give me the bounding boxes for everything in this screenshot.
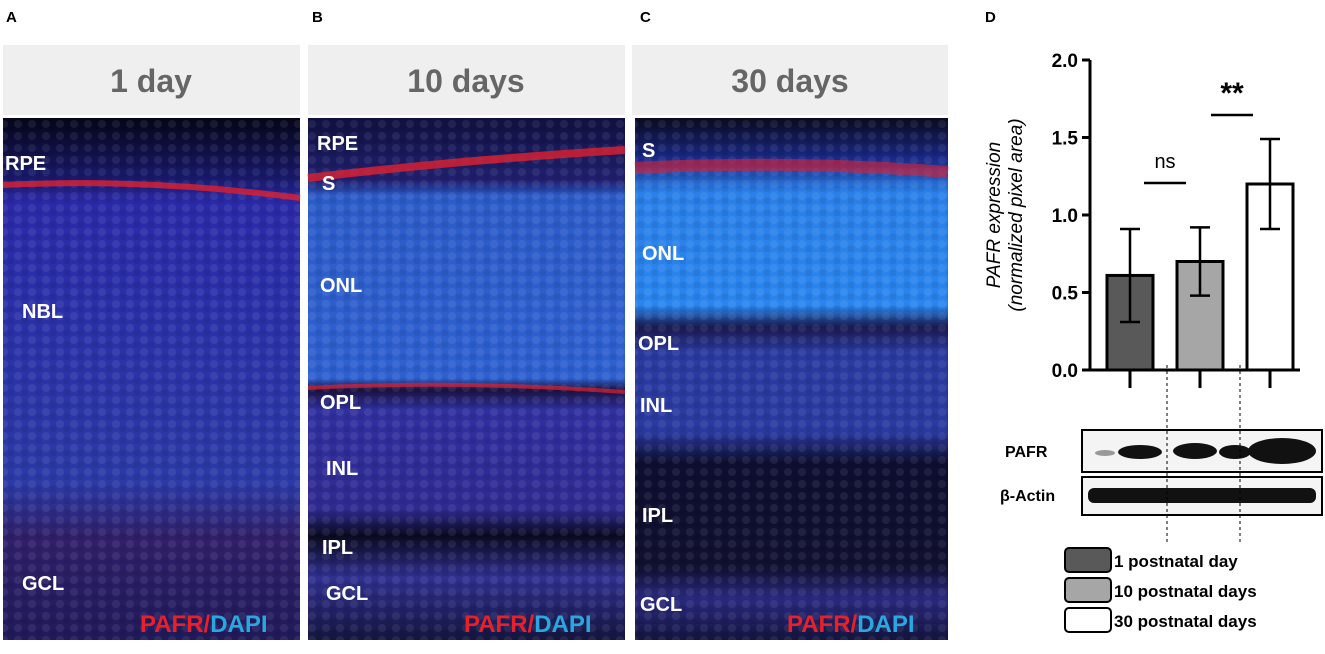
layer-label: ONL — [642, 243, 684, 265]
y-tick-label: 0.0 — [1052, 361, 1078, 382]
panel-c: C 30 days S ONL OPL INL IPL GCL PAFR/DAP… — [632, 9, 949, 640]
panel-title: 1 day — [110, 63, 192, 99]
layer-label: INL — [326, 458, 358, 480]
layer-label: ONL — [320, 275, 362, 297]
panel-header — [632, 45, 948, 115]
panel-header — [308, 45, 625, 115]
panel-header — [3, 45, 300, 115]
stain-red: PAFR/ — [140, 611, 211, 638]
stain-blue: DAPI — [857, 611, 914, 638]
legend-swatch — [1064, 577, 1112, 603]
stain-red: PAFR/ — [787, 611, 858, 638]
stain-label: PAFR/DAPI — [787, 611, 915, 638]
blot-bands — [1088, 438, 1316, 503]
panel-title: 30 days — [731, 63, 848, 99]
stain-label: PAFR/DAPI — [140, 611, 268, 638]
legend-swatch — [1064, 607, 1112, 633]
stain-band — [307, 382, 626, 394]
layer-label: GCL — [326, 583, 368, 605]
stain-band — [2, 180, 301, 201]
micrograph-texture — [308, 118, 625, 640]
legend-label: 30 postnatal days — [1114, 612, 1257, 631]
layer-label: IPL — [642, 505, 673, 527]
layer-label: S — [322, 173, 335, 195]
micrograph-texture — [635, 118, 948, 640]
legend-label: 10 postnatal days — [1114, 582, 1257, 601]
blot-label: β-Actin — [1000, 488, 1055, 505]
blot-label: PAFR — [1005, 444, 1048, 461]
significance-label: ns — [1154, 151, 1175, 173]
panel-b: B 10 days RPE S ONL OPL INL IPL GCL PAFR… — [307, 9, 626, 640]
layer-label: RPE — [317, 133, 358, 155]
layer-label: OPL — [320, 392, 361, 414]
layer-label: IPL — [322, 537, 353, 559]
y-axis-label: PAFR expression — [984, 142, 1005, 288]
y-tick-label: 0.5 — [1052, 284, 1079, 305]
layer-label: OPL — [638, 333, 679, 355]
layer-label: S — [642, 140, 655, 162]
stain-band — [307, 146, 626, 182]
stain-blue: DAPI — [534, 611, 591, 638]
layer-label: GCL — [640, 594, 682, 616]
panel-letter: B — [312, 9, 323, 26]
stain-red: PAFR/ — [464, 611, 535, 638]
panel-letter: A — [6, 9, 17, 26]
layer-label: GCL — [22, 573, 64, 595]
stain-blue: DAPI — [210, 611, 267, 638]
significance-label: ** — [1220, 77, 1244, 110]
micrograph-texture — [3, 118, 300, 640]
panel-a: A 1 day RPE NBL GCL PAFR/DAPI — [2, 9, 301, 640]
layer-label: INL — [640, 395, 672, 417]
stain-band — [634, 158, 949, 178]
layer-label: NBL — [22, 301, 63, 323]
y-tick-label: 1.0 — [1052, 206, 1078, 227]
y-tick-label: 2.0 — [1052, 51, 1078, 72]
panel-letter: C — [640, 9, 651, 26]
stain-label: PAFR/DAPI — [464, 611, 592, 638]
legend-label: 1 postnatal day — [1114, 552, 1238, 571]
legend-swatch — [1064, 547, 1112, 573]
y-axis-label: (normalized pixel area) — [1006, 118, 1027, 311]
panel-title: 10 days — [407, 63, 524, 99]
layer-label: RPE — [5, 153, 46, 175]
bar-chart: D PAFR expression (normalized pixel area… — [984, 9, 1323, 633]
y-tick-label: 1.5 — [1052, 129, 1079, 150]
panel-letter: D — [985, 9, 996, 26]
